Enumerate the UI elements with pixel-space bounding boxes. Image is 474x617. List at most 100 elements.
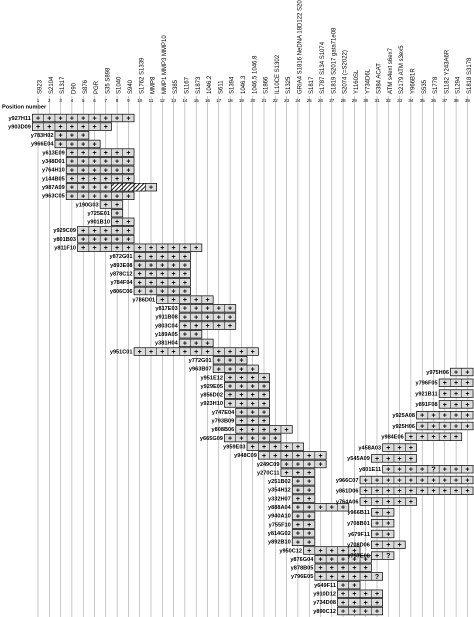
marker-name: S1040 bbox=[117, 76, 123, 94]
clone-span bbox=[178, 312, 237, 322]
clone-span bbox=[54, 131, 90, 140]
clone-label: y796F05 bbox=[416, 381, 438, 387]
clone-label: y878C12 bbox=[110, 271, 133, 277]
clone-span bbox=[235, 425, 293, 434]
position-number: 11 bbox=[149, 98, 154, 103]
cell-marks: +++++ bbox=[160, 297, 209, 304]
clone-label: y332H07 bbox=[268, 496, 291, 502]
clone-label: y803C04 bbox=[155, 323, 179, 329]
clone-label: y747E04 bbox=[212, 410, 235, 416]
clone-span bbox=[31, 113, 135, 123]
clone-label: y951E12 bbox=[201, 375, 223, 381]
position-number: 17 bbox=[216, 98, 222, 103]
clone-span bbox=[371, 540, 406, 549]
position-number: 35 bbox=[420, 98, 426, 103]
marker-name: S1818 S3178 bbox=[467, 57, 473, 94]
marker-name: Y966B1R bbox=[410, 68, 416, 94]
clone-label: y757E08 bbox=[347, 553, 369, 559]
clone-span bbox=[303, 546, 361, 555]
marker-name: S1294 bbox=[456, 76, 462, 94]
cell-marks: +++++ bbox=[138, 288, 187, 295]
marker-name: S384 ACAT bbox=[377, 63, 383, 94]
clone-span bbox=[133, 252, 191, 261]
clone-label: y725E01 bbox=[88, 211, 110, 217]
position-number: 30 bbox=[363, 98, 369, 103]
clone-span bbox=[133, 269, 191, 278]
marker-name: S1762 S1339 bbox=[139, 57, 145, 94]
clone-label: y940A10 bbox=[268, 514, 291, 520]
cell-marks: +++++++++ bbox=[36, 115, 130, 122]
clone-label: y354H12 bbox=[268, 488, 291, 494]
clone-span bbox=[133, 286, 191, 296]
marker-name: S2179 ATM s3ex5 bbox=[399, 45, 405, 94]
clone-span bbox=[178, 304, 237, 313]
clone-label: y950C12 bbox=[279, 548, 302, 554]
clone-span bbox=[404, 432, 463, 441]
position-number: 14 bbox=[182, 98, 188, 103]
position-number: 1 bbox=[37, 98, 40, 103]
clone-label: y966C07 bbox=[336, 478, 359, 484]
clone-span bbox=[133, 347, 259, 356]
marker-name: S535 bbox=[422, 79, 428, 94]
clone-label: y270C11 bbox=[257, 470, 279, 476]
marker-name: S1182 Y243A6R bbox=[444, 49, 450, 94]
clone-label: y772G01 bbox=[189, 358, 212, 364]
cell-marks: +++++ bbox=[409, 434, 458, 441]
clone-label: y734D08 bbox=[313, 600, 336, 606]
position-number: 36 bbox=[431, 98, 437, 103]
cell-marks: +++++++++++ bbox=[81, 245, 198, 252]
cell-marks: +++ bbox=[239, 418, 266, 425]
cell-marks: +++++ bbox=[138, 280, 187, 287]
axis-label: Position number bbox=[2, 104, 47, 110]
clone-span bbox=[382, 443, 417, 452]
clone-label: y872G01 bbox=[110, 254, 133, 260]
position-number: 31 bbox=[374, 98, 380, 103]
position-number: 16 bbox=[205, 98, 211, 103]
clone-label: y929E05 bbox=[201, 384, 223, 390]
cell-marks: +++ bbox=[386, 445, 413, 452]
clone-label: y189A05 bbox=[155, 332, 178, 338]
clone-label: y793B09 bbox=[212, 419, 235, 425]
position-number: 33 bbox=[397, 98, 403, 103]
clone-label: y925A08 bbox=[392, 413, 415, 419]
clone-label: y891F08 bbox=[416, 402, 438, 408]
position-number: 10 bbox=[137, 98, 143, 103]
clone-label: y801E11 bbox=[359, 467, 381, 473]
clone-label: y901B10 bbox=[87, 220, 110, 226]
clone-span bbox=[416, 411, 474, 420]
marker-name: Y1160SL bbox=[354, 69, 360, 94]
marker-name: 1046.3 bbox=[241, 75, 247, 94]
clone-span bbox=[291, 503, 350, 512]
position-number: 9 bbox=[127, 98, 130, 103]
marker-name: ATM s4ext s6ex7 bbox=[388, 47, 394, 94]
clone-label: y966B11 bbox=[347, 510, 369, 516]
clone-label: y665G09 bbox=[200, 436, 223, 442]
clone-label: y806C06 bbox=[110, 289, 133, 295]
clone-span bbox=[246, 442, 304, 451]
clone-span bbox=[235, 416, 271, 425]
cell-marks: +++ bbox=[59, 133, 86, 140]
marker-name: S940 bbox=[128, 79, 134, 94]
clone-label: y808B06 bbox=[212, 427, 235, 433]
marker-name: S1866 bbox=[264, 76, 270, 94]
clone-label: y190G03 bbox=[76, 202, 99, 208]
position-number: 26 bbox=[318, 98, 324, 103]
marker-name: S1394 bbox=[230, 76, 236, 94]
clone-label: y927H11 bbox=[8, 116, 30, 122]
marker-name: S1873 bbox=[196, 76, 202, 94]
clone-span bbox=[156, 295, 214, 304]
marker-name: MMP8 bbox=[151, 76, 157, 94]
clone-span bbox=[359, 497, 417, 506]
clone-span bbox=[416, 421, 474, 431]
marker-name: S923 bbox=[38, 79, 44, 94]
clone-label: y249C09 bbox=[257, 462, 280, 468]
position-number: 13 bbox=[171, 98, 177, 103]
marker-name: S35 S898 bbox=[105, 67, 111, 94]
position-number: 27 bbox=[329, 98, 335, 103]
position-number: 19 bbox=[239, 98, 245, 103]
marker-name: D90 bbox=[71, 82, 77, 94]
clone-label: y613E09 bbox=[42, 150, 64, 156]
clone-span bbox=[438, 400, 474, 409]
cell-marks: +++++ bbox=[318, 557, 367, 564]
